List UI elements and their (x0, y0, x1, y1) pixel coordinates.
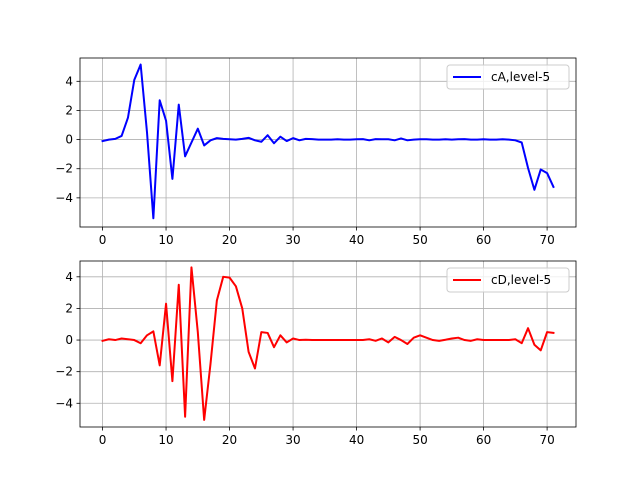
x-tick-label: 0 (99, 433, 107, 447)
axes-frame (79, 260, 577, 428)
x-tick-label: 0 (99, 233, 107, 247)
x-tick-label: 20 (222, 233, 237, 247)
legend-label: cD,level-5 (491, 273, 551, 287)
y-tick-label: 2 (65, 103, 73, 117)
axes-frame (79, 57, 577, 228)
top-subplot-cA: 0 10 20 30 40 50 60 70 −4 −2 0 2 4 cA,level-5 (55, 57, 577, 247)
bottom-subplot-cD: 0 10 20 30 40 50 60 70 −4 −2 0 2 4 cD,level-5 (55, 260, 577, 447)
x-tick-label: 70 (539, 233, 554, 247)
y-tick-label: −4 (55, 396, 73, 410)
series-line-cA-level-5 (101, 63, 555, 220)
y-tick-label: 0 (65, 133, 73, 147)
x-tick-label: 30 (285, 433, 300, 447)
y-tick-label: 2 (65, 301, 73, 315)
y-tick-label: 4 (65, 270, 73, 284)
y-tick-label: −4 (55, 191, 73, 205)
x-tick-label: 10 (158, 233, 173, 247)
legend-box (446, 64, 570, 90)
series-line-cD-level-5 (101, 266, 555, 421)
x-tick-label: 40 (349, 233, 364, 247)
x-tick-label: 50 (412, 433, 427, 447)
x-tick-label: 30 (285, 233, 300, 247)
y-tick-label: −2 (55, 162, 73, 176)
y-tick-label: −2 (55, 365, 73, 379)
x-tick-label: 50 (412, 233, 427, 247)
x-tick-label: 70 (539, 433, 554, 447)
legend-box (446, 267, 570, 293)
x-tick-label: 10 (158, 433, 173, 447)
legend-label: cA,level-5 (491, 70, 550, 84)
x-tick-label: 40 (349, 433, 364, 447)
x-tick-label: 20 (222, 433, 237, 447)
x-tick-label: 60 (476, 233, 491, 247)
y-tick-label: 4 (65, 74, 73, 88)
x-tick-label: 60 (476, 433, 491, 447)
y-tick-label: 0 (65, 333, 73, 347)
